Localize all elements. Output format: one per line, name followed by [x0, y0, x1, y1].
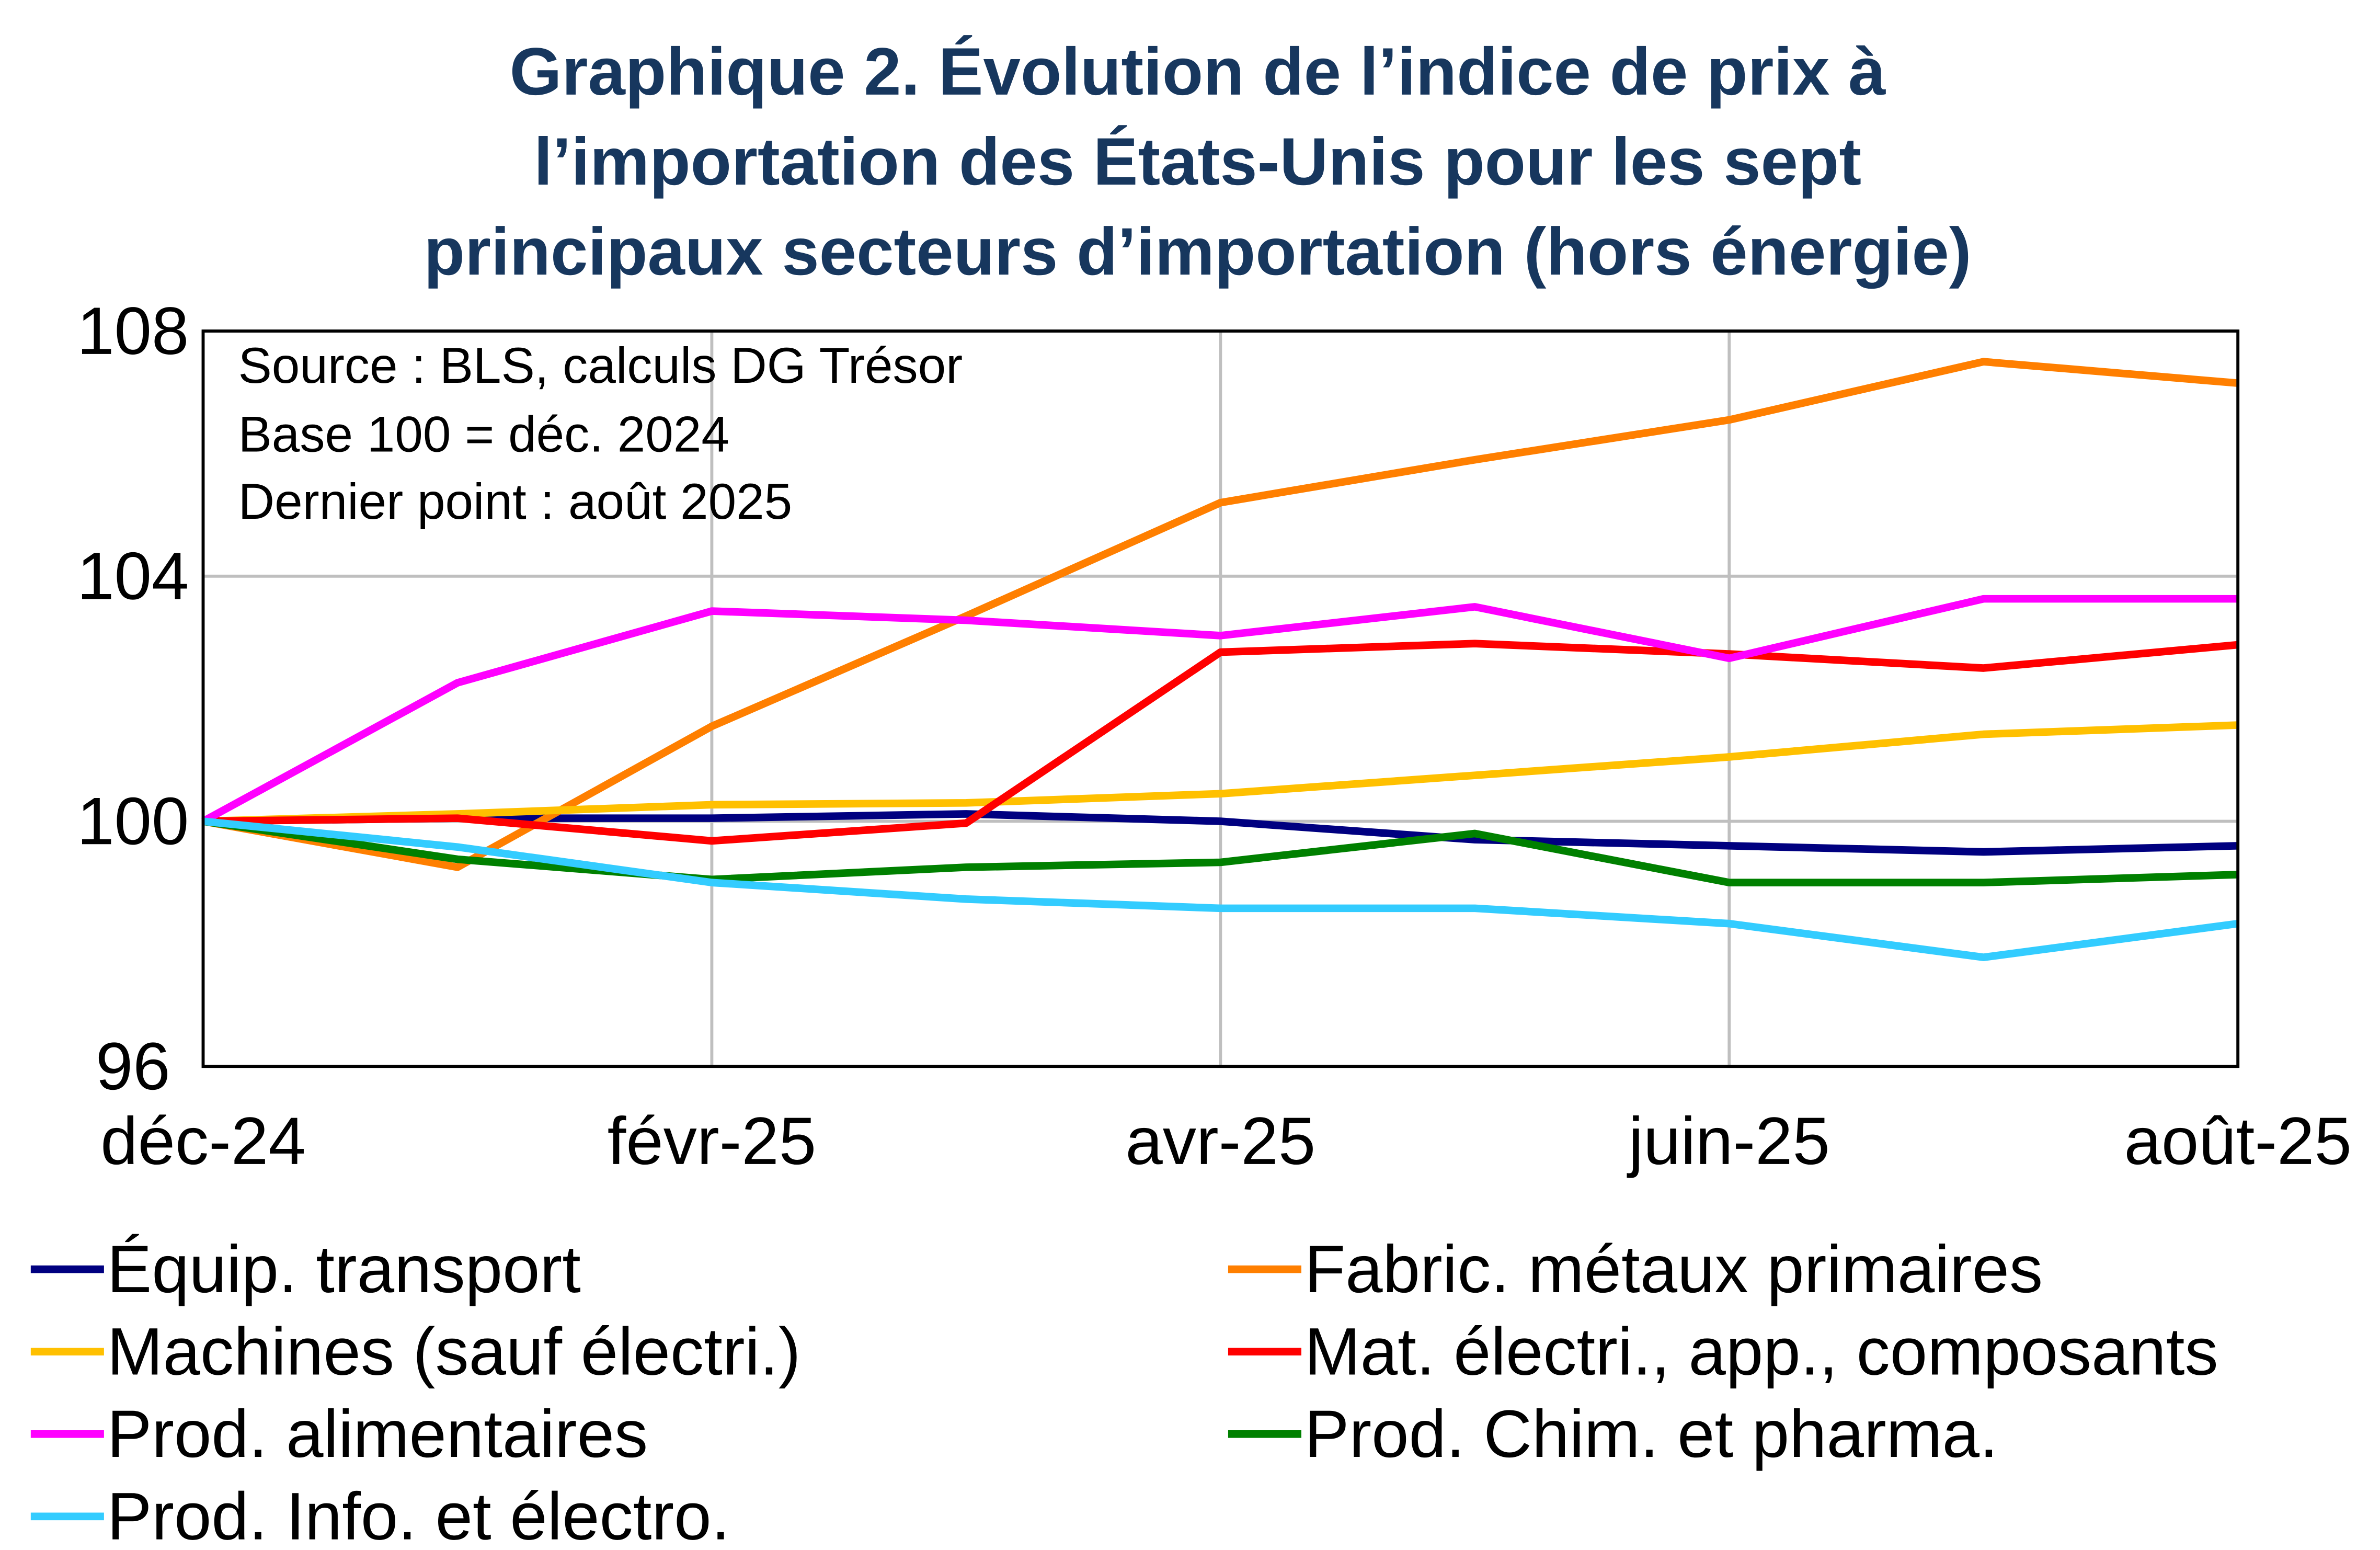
series-line-3 — [203, 721, 2238, 825]
x-tick-label: févr-25 — [608, 1104, 817, 1179]
y-tick-label: 100 — [77, 784, 189, 859]
series-lines — [201, 358, 2239, 961]
series-line-4 — [203, 640, 2238, 845]
legend-label: Prod. Info. et électro. — [107, 1479, 730, 1550]
x-tick-label: avr-25 — [1125, 1104, 1315, 1179]
legend-label: Mat. électri., app., composants — [1305, 1315, 2218, 1389]
chart-title-line-3: principaux secteurs d’importation (hors … — [424, 214, 1972, 289]
axis-ticks: 96 100 104 108 déc-24 févr-25 avr-25 juin-25 aoû… — [77, 294, 2352, 1179]
series-line-5 — [201, 595, 2238, 825]
y-tick-label: 96 — [96, 1029, 170, 1104]
series-line-2 — [202, 358, 2238, 871]
series-line-7 — [202, 817, 2239, 961]
source-note: Source : BLS, calculs DG Trésor — [238, 338, 963, 394]
y-tick-label: 108 — [77, 294, 189, 369]
x-tick-label: août-25 — [2124, 1104, 2352, 1179]
legend-label: Machines (sauf électri.) — [107, 1315, 801, 1389]
legend-label: Fabric. métaux primaires — [1305, 1232, 2043, 1307]
x-tick-label: juin-25 — [1627, 1104, 1830, 1179]
last-point-note: Dernier point : août 2025 — [238, 474, 793, 530]
chart-title-line-2: l’importation des États-Unis pour les se… — [534, 124, 1861, 199]
plot-frame — [201, 329, 2240, 1068]
legend: Équip. transport Fabric. métaux primaires… — [30, 1232, 2218, 1550]
legend-label: Prod. Chim. et pharma. — [1305, 1397, 1998, 1472]
base-note: Base 100 = déc. 2024 — [238, 407, 729, 463]
x-tick-label: déc-24 — [100, 1104, 305, 1179]
legend-label: Prod. alimentaires — [107, 1397, 648, 1472]
legend-label: Équip. transport — [107, 1232, 581, 1307]
chart-title-line-1: Graphique 2. Évolution de l’indice de pr… — [510, 35, 1886, 109]
series-line-6 — [202, 817, 2238, 886]
y-tick-label: 104 — [77, 539, 189, 614]
